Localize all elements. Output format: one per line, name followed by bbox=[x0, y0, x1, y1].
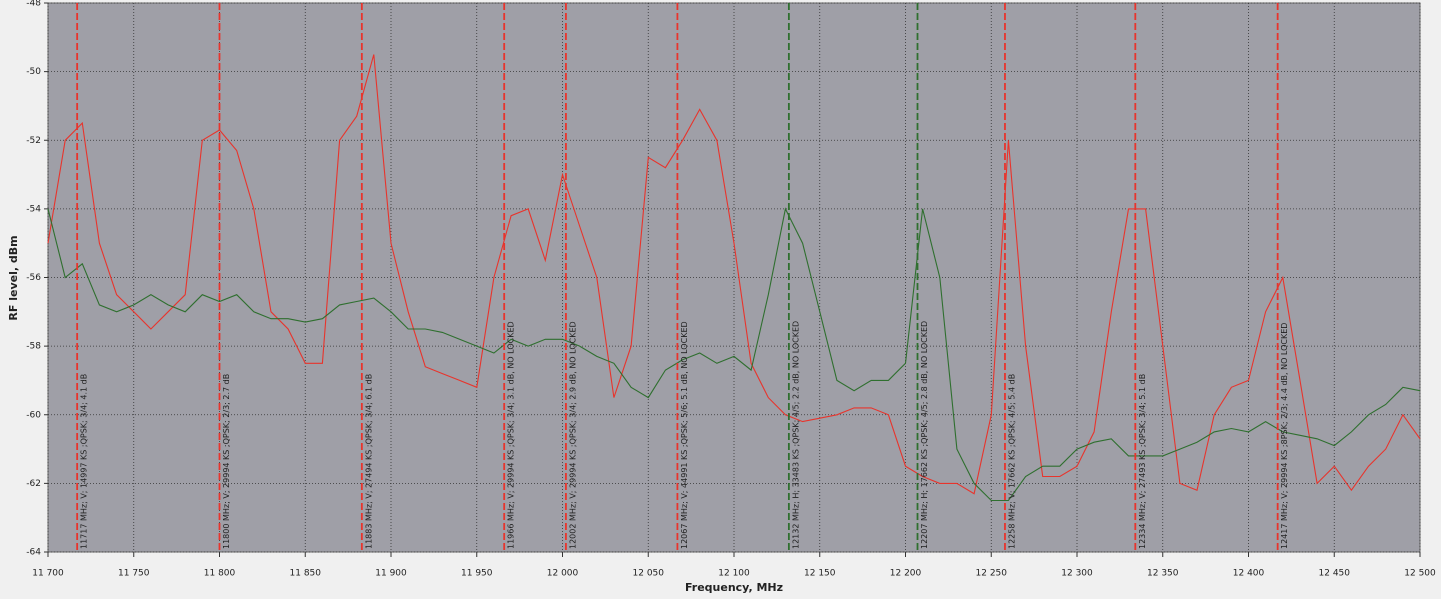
carrier-label: 11883 MHz; V; 27494 KS ;QPSK; 3/4; 6.1 d… bbox=[364, 374, 373, 549]
x-tick-label: 12 000 bbox=[547, 569, 579, 579]
x-tick-label: 12 250 bbox=[976, 569, 1008, 579]
x-tick-label: 12 150 bbox=[804, 569, 836, 579]
spectrum-line bbox=[47, 207, 1421, 502]
y-tick-label: -58 bbox=[26, 342, 41, 352]
x-tick-label: 11 700 bbox=[32, 569, 64, 579]
y-tick-label: -48 bbox=[26, 0, 41, 9]
x-tick-label: 11 900 bbox=[375, 569, 407, 579]
carrier-label: 11966 MHz; V; 29994 KS ;QPSK; 3/4; 3.1 d… bbox=[507, 321, 516, 549]
x-tick-label: 12 350 bbox=[1147, 569, 1179, 579]
y-tick-label: -60 bbox=[26, 410, 41, 420]
x-tick-label: 12 200 bbox=[890, 569, 922, 579]
carrier-label: 12258 MHz; V; 17662 KS ;QPSK; 4/5; 5.4 d… bbox=[1007, 374, 1016, 549]
x-tick-label: 12 100 bbox=[718, 569, 750, 579]
spectrum-line bbox=[47, 54, 1421, 495]
x-tick-label: 12 050 bbox=[633, 569, 665, 579]
carrier-label: 11800 MHz; V; 29994 KS ;QPSK; 2/3; 2.7 d… bbox=[222, 374, 231, 549]
carrier-label: 12334 MHz; V; 27493 KS ;QPSK; 3/4; 5.1 d… bbox=[1138, 374, 1147, 549]
y-tick-label: -50 bbox=[26, 67, 41, 77]
carrier-label: 12132 MHz; H; 33483 KS ;QPSK; 4/5; 2.2 d… bbox=[791, 321, 800, 549]
plot-area bbox=[47, 2, 1421, 553]
x-tick-label: 12 500 bbox=[1404, 569, 1436, 579]
carrier-label: 12002 MHz; V; 29994 KS ;QPSK; 3/4; 2.9 d… bbox=[568, 321, 577, 549]
x-axis-title: Frequency, MHz bbox=[685, 581, 783, 594]
x-tick-label: 11 950 bbox=[461, 569, 493, 579]
x-tick-label: 12 450 bbox=[1319, 569, 1351, 579]
y-axis-title: RF level, dBm bbox=[7, 235, 20, 320]
x-tick-label: 12 300 bbox=[1061, 569, 1093, 579]
x-tick-label: 11 800 bbox=[204, 569, 236, 579]
x-tick-label: 12 400 bbox=[1233, 569, 1265, 579]
y-tick-label: -56 bbox=[26, 273, 41, 283]
carrier-label: 12067 MHz; V; 44991 KS ;QPSK; 5/6; 5.1 d… bbox=[680, 321, 689, 549]
carrier-label: 12417 MHz; V; 29994 KS ;8PSK; 2/3; 4.4 d… bbox=[1280, 323, 1289, 549]
x-tick-label: 11 850 bbox=[290, 569, 322, 579]
y-tick-label: -64 bbox=[26, 548, 41, 558]
y-tick-label: -54 bbox=[26, 204, 41, 214]
x-tick-label: 11 750 bbox=[118, 569, 150, 579]
y-tick-label: -52 bbox=[26, 136, 41, 146]
y-tick-label: -62 bbox=[26, 479, 41, 489]
carrier-label: 11717 MHz; V; 14997 KS ;QPSK; 3/4; 4.1 d… bbox=[80, 374, 89, 549]
carrier-label: 12207 MHz; H; 17662 KS ;QPSK; 4/5; 2.8 d… bbox=[920, 321, 929, 549]
